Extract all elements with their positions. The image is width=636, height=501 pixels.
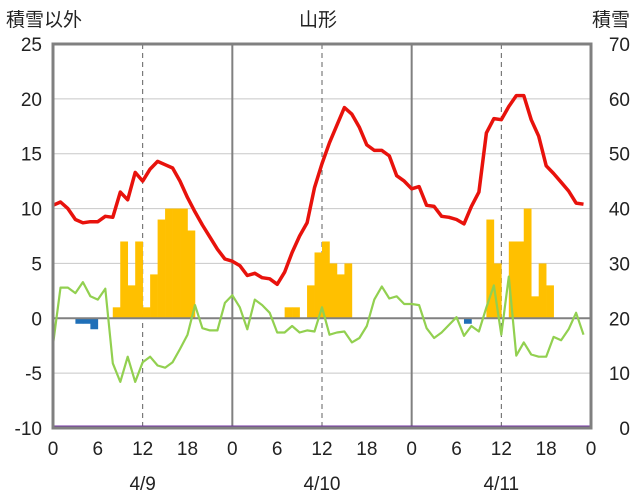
precip-bar [187,230,196,319]
precip-bar [292,307,300,319]
precip-bar [322,241,330,319]
precip-bar [142,307,151,319]
precip-bar [120,241,129,319]
chart-title: 山形 [299,9,337,31]
bar-layer [75,208,554,330]
left-tick-label: 10 [21,200,42,221]
left-tick-label: 25 [21,35,42,56]
precip-bar [336,274,345,319]
precip-bar [127,285,136,319]
right-tick-label: 60 [609,90,630,111]
right-tick-label: 0 [619,419,630,440]
temperature-line [52,93,584,287]
precip-bar [135,241,143,319]
wind-line [51,275,585,383]
left-tick-label: -10 [15,419,42,440]
left-tick-label: -5 [25,364,42,385]
left-axis-title: 積雪以外 [6,9,82,31]
x-tick-label: 12 [491,439,512,460]
x-tick-label: 6 [272,439,283,460]
precip-bar [531,296,539,319]
right-tick-label: 70 [609,35,630,56]
x-tick-label: 18 [177,439,198,460]
precip-bar [486,219,495,319]
x-tick-label: 0 [227,439,238,460]
left-tick-label: 15 [21,145,42,166]
right-tick-label: 20 [609,309,630,330]
x-tick-label: 18 [356,439,377,460]
precip-bar [493,263,502,319]
negative-bar [90,318,99,330]
precip-bar [508,241,517,319]
left-tick-label: 20 [21,90,42,111]
precip-bar [180,208,188,319]
x-tick-label: 6 [93,439,104,460]
right-tick-label: 10 [609,364,630,385]
x-tick-label: 18 [536,439,557,460]
x-tick-label: 0 [406,439,417,460]
date-label: 4/11 [484,474,520,495]
plot-frame [51,42,593,430]
precip-bar [314,252,323,319]
precip-bar [523,208,532,319]
precip-bar [538,263,547,319]
grid-layer [53,43,591,429]
precip-bar [546,285,554,319]
precip-bar [165,208,173,319]
precip-bar [150,274,158,319]
negative-bar [75,318,84,324]
left-tick-label: 0 [31,309,42,330]
precip-bar [516,241,525,319]
right-tick-label: 40 [609,200,630,221]
precip-bar [329,263,338,319]
right-axis-title: 積雪 [592,9,630,31]
x-tick-label: 6 [451,439,462,460]
precip-bar [307,285,315,319]
precip-bar [344,263,353,319]
precip-bar [284,307,293,319]
precip-bar [112,307,121,319]
left-tick-label: 5 [31,254,42,275]
x-tick-label: 12 [132,439,153,460]
date-label: 4/9 [129,474,155,495]
right-tick-label: 50 [609,145,630,166]
right-tick-label: 30 [609,254,630,275]
date-label: 4/10 [304,474,341,495]
negative-bar [82,318,91,324]
x-tick-label: 0 [586,439,597,460]
frame-layer [51,42,593,430]
x-tick-label: 0 [48,439,59,460]
precip-bar [157,219,166,319]
negative-bar [463,318,472,324]
precip-bar [172,208,181,319]
x-tick-label: 12 [311,439,332,460]
